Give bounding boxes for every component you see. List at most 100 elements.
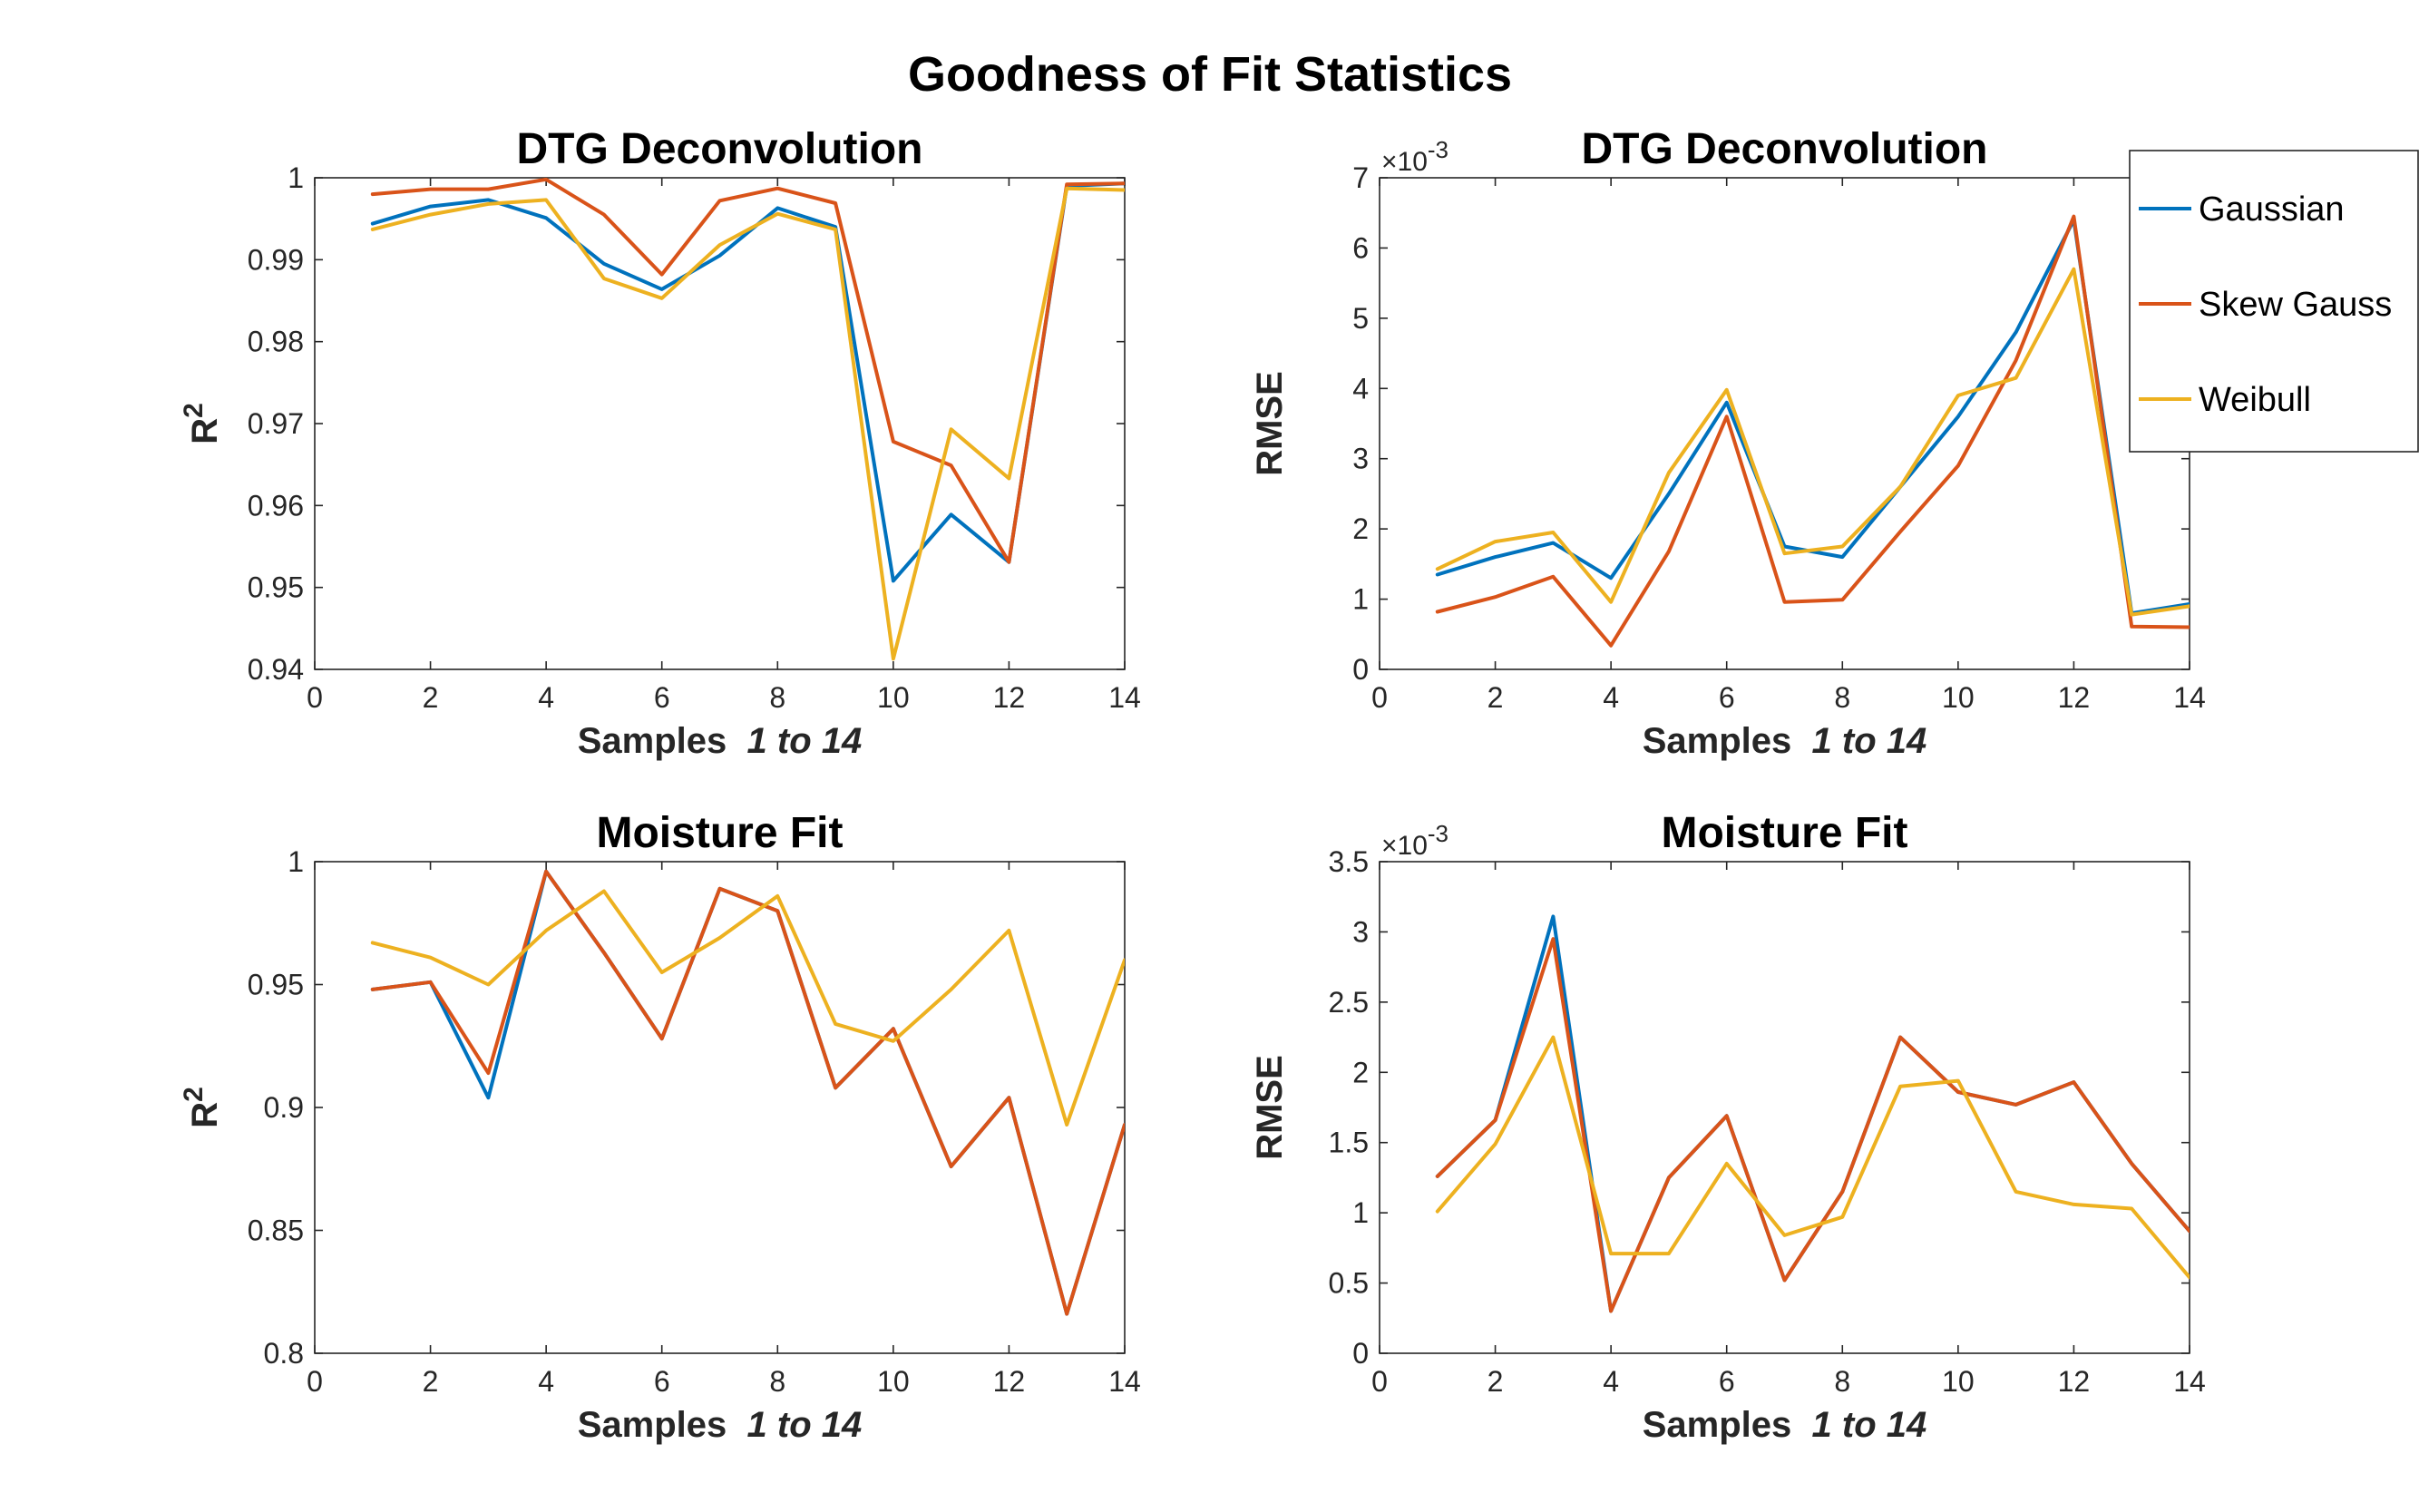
chart-panel-1: 0 2 4 6 8 10 12 14 0.94 0.95 0.96 0.97 0.98 0.99 1 DTG … [179, 125, 1141, 761]
x-tick-label: 6 [654, 1365, 670, 1398]
y-tick-label: 0.96 [248, 489, 304, 522]
x-tick-label: 14 [1108, 681, 1141, 714]
x-tick-label: 10 [1942, 1365, 1975, 1398]
y-tick-label: 3.5 [1329, 845, 1369, 878]
x-tick-label: 0 [307, 681, 323, 714]
panel-title: DTG Deconvolution [1582, 125, 1988, 173]
legend: Gaussian Skew Gauss Weibull [2129, 150, 2419, 453]
y-tick-label: 1 [1352, 583, 1369, 616]
legend-label: Weibull [2199, 381, 2311, 419]
y-tick-label: 2.5 [1329, 986, 1369, 1019]
y-tick-label: 5 [1352, 302, 1369, 335]
y-tick-label: 2 [1352, 512, 1369, 545]
chart-panel-4: 0 2 4 6 8 10 12 14 0 0.5 1 1.5 2 2.5 3 3.5 ×10-3 Moisture… [1250, 809, 2206, 1445]
x-tick-label: 10 [1942, 681, 1975, 714]
y-tick-label: 0.95 [248, 571, 304, 604]
x-tick-label: 8 [769, 1365, 785, 1398]
x-tick-label: 4 [1603, 1365, 1619, 1398]
y-tick-label: 0.94 [248, 653, 304, 686]
y-tick-label: 4 [1352, 372, 1369, 405]
y-tick-label: 1.5 [1329, 1127, 1369, 1159]
y-tick-label: 1 [1352, 1196, 1369, 1229]
y-axis-label: R2 [179, 403, 225, 444]
x-tick-label: 8 [769, 681, 785, 714]
x-tick-label: 0 [1371, 1365, 1388, 1398]
axes-box [314, 177, 1126, 670]
y-tick-label: 0.8 [264, 1337, 304, 1370]
legend-label: Gaussian [2199, 190, 2345, 229]
x-tick-label: 14 [2173, 1365, 2206, 1398]
series-line-skew-gauss [1435, 937, 2190, 1313]
x-tick-label: 2 [423, 1365, 439, 1398]
series-group [370, 178, 1125, 661]
legend-entry: Skew Gauss [2139, 286, 2392, 324]
x-tick-label: 12 [2058, 681, 2091, 714]
y-tick-label: 3 [1352, 443, 1369, 475]
y-tick-label: 0.9 [264, 1091, 304, 1124]
y-tick-label: 0.99 [248, 243, 304, 276]
series-line-weibull [1435, 267, 2190, 617]
x-tick-label: 14 [1108, 1365, 1141, 1398]
series-line-weibull [370, 186, 1125, 661]
x-tick-label: 12 [2058, 1365, 2091, 1398]
x-tick-label: 6 [1719, 681, 1735, 714]
series-group [370, 869, 1125, 1316]
legend-entry: Weibull [2139, 381, 2311, 419]
x-axis-label: Samples 1 to 14 [1643, 1405, 1926, 1445]
y-tick-label: 1 [288, 845, 304, 878]
y-tick-label: 2 [1352, 1056, 1369, 1088]
series-line-skew-gauss [1435, 214, 2190, 648]
y-axis-label: R2 [179, 1087, 225, 1128]
x-tick-label: 6 [654, 681, 670, 714]
y-tick-label: 0.97 [248, 407, 304, 440]
y-tick-label: 3 [1352, 915, 1369, 948]
y-tick-label: 1 [288, 161, 304, 194]
x-tick-label: 2 [423, 681, 439, 714]
x-tick-label: 12 [993, 681, 1026, 714]
legend-entry: Gaussian [2139, 190, 2345, 229]
figure-title: Goodness of Fit Statistics [908, 47, 1512, 102]
y-axis-label: RMSE [1250, 371, 1290, 476]
x-tick-label: 4 [1603, 681, 1619, 714]
x-tick-label: 6 [1719, 1365, 1735, 1398]
legend-box [2129, 150, 2419, 453]
panel-title: DTG Deconvolution [517, 125, 923, 173]
legend-label: Skew Gauss [2199, 286, 2392, 324]
x-tick-label: 12 [993, 1365, 1026, 1398]
y-axis-exponent: ×10-3 [1381, 136, 1448, 177]
series-line-weibull [370, 889, 1125, 1127]
x-tick-label: 10 [877, 681, 910, 714]
axes-box [314, 861, 1126, 1354]
y-tick-label: 6 [1352, 231, 1369, 264]
x-tick-label: 8 [1834, 681, 1850, 714]
panel-title: Moisture Fit [1662, 809, 1908, 857]
chart-panel-3: 0 2 4 6 8 10 12 14 0.8 0.85 0.9 0.95 1 Moisture Fit Sa… [179, 809, 1141, 1445]
x-tick-label: 14 [2173, 681, 2206, 714]
series-line-skew-gauss [370, 178, 1125, 564]
x-tick-label: 0 [307, 1365, 323, 1398]
y-tick-label: 0 [1352, 653, 1369, 686]
x-tick-label: 8 [1834, 1365, 1850, 1398]
y-tick-label: 0.85 [248, 1214, 304, 1247]
x-axis-label: Samples 1 to 14 [578, 1405, 862, 1445]
x-tick-label: 10 [877, 1365, 910, 1398]
x-tick-label: 4 [538, 1365, 554, 1398]
x-tick-label: 2 [1487, 1365, 1504, 1398]
x-tick-label: 0 [1371, 681, 1388, 714]
y-tick-label: 0.98 [248, 326, 304, 358]
x-axis-label: Samples 1 to 14 [1643, 721, 1926, 761]
y-axis-exponent: ×10-3 [1381, 820, 1448, 861]
series-line-weibull [1435, 1035, 2190, 1280]
y-tick-label: 7 [1352, 161, 1369, 194]
x-tick-label: 4 [538, 681, 554, 714]
y-tick-label: 0.5 [1329, 1267, 1369, 1300]
y-axis-label: RMSE [1250, 1055, 1290, 1160]
x-axis-label: Samples 1 to 14 [578, 721, 862, 761]
series-group [1435, 214, 2190, 648]
y-tick-label: 0.95 [248, 969, 304, 1001]
panel-title: Moisture Fit [597, 809, 844, 857]
x-tick-label: 2 [1487, 681, 1504, 714]
series-group [1435, 914, 2190, 1313]
